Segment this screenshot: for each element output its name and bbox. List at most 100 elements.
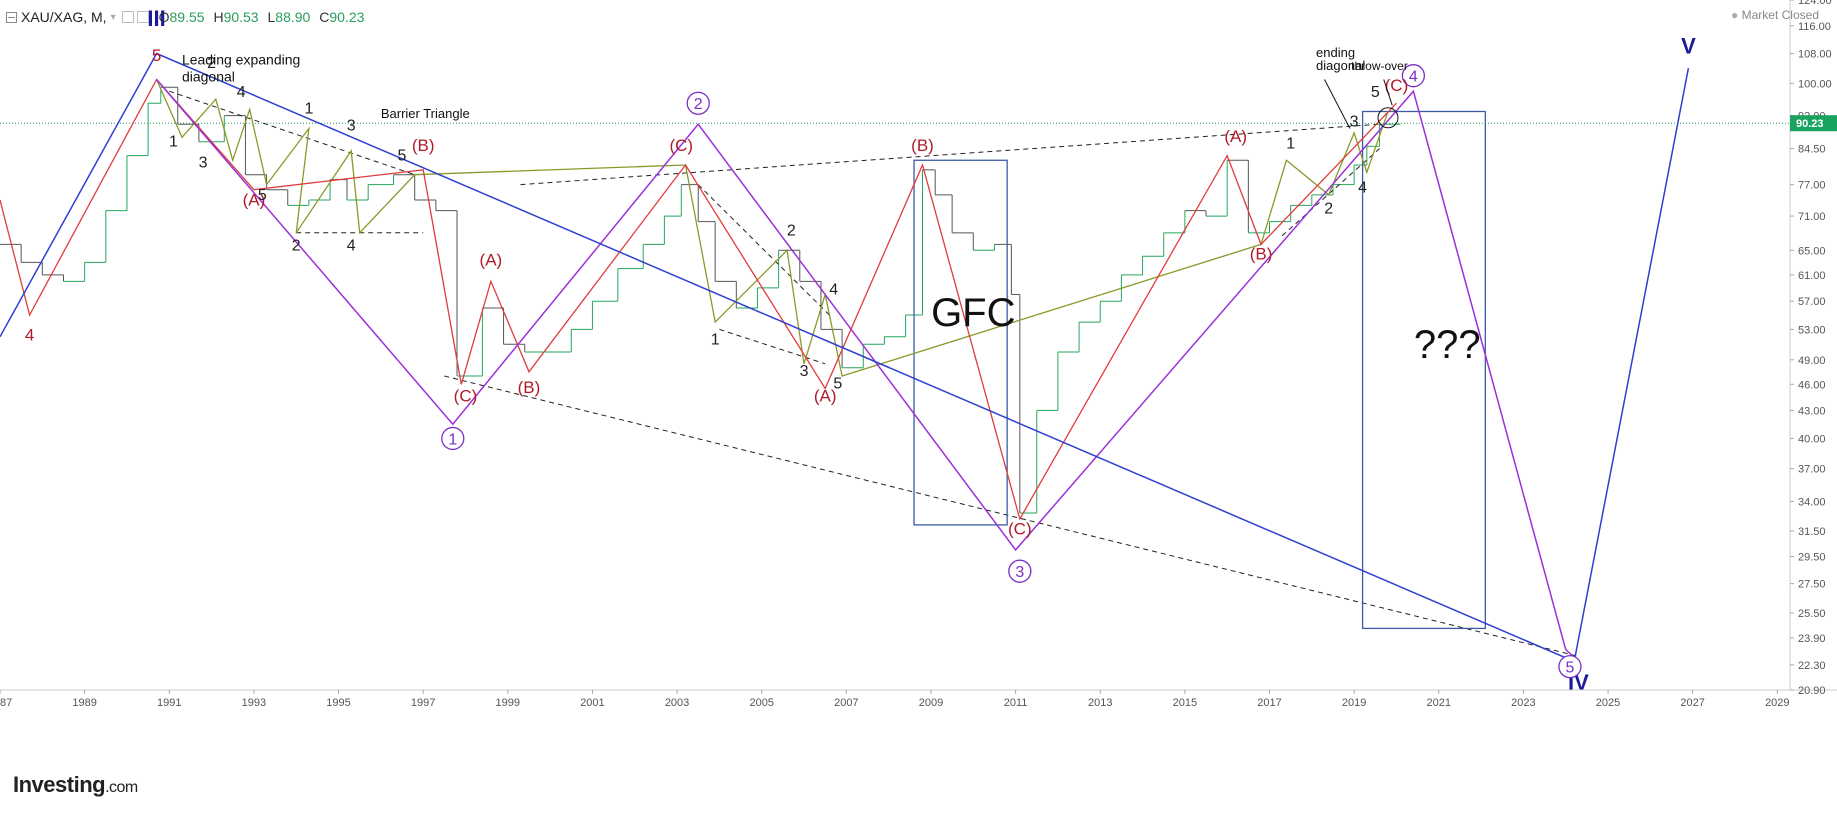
minor-wave-label: 4 [347, 237, 356, 254]
circled-wave-marker [441, 426, 465, 451]
visibility-icon[interactable] [136, 11, 149, 23]
close-label: C [319, 9, 330, 25]
circled-wave-marker [1008, 559, 1032, 583]
y-tick-label: 77.00 [1798, 180, 1826, 192]
minor-wave-label: 2 [1324, 200, 1333, 217]
circled-wave-marker [686, 91, 710, 115]
minor-wave-label: 3 [1350, 113, 1359, 130]
dashed-trendline [697, 184, 830, 316]
low-value: 88.90 [275, 9, 311, 25]
circled-wave-label: 2 [694, 96, 703, 113]
x-tick-label: 2003 [665, 697, 689, 709]
minor-wave-label: 4 [237, 84, 246, 101]
circled-wave-marker [1401, 64, 1426, 88]
y-tick-label: 65.00 [1798, 245, 1826, 257]
circled-wave-label: 4 [1409, 69, 1418, 86]
x-tick-label: 2005 [749, 697, 773, 709]
cycle-wave-line [0, 52, 1690, 663]
x-tick-label: 1989 [72, 697, 96, 709]
y-tick-label: 25.50 [1798, 608, 1826, 620]
y-tick-label: 57.00 [1798, 296, 1826, 308]
minor-wave-label: 3 [347, 118, 356, 135]
intermediate-wave-line [0, 78, 1397, 521]
y-tick-label: 84.50 [1798, 144, 1826, 156]
circled-wave-label: 3 [1015, 564, 1024, 581]
minor-wave-label: 5 [398, 147, 407, 164]
x-tick-label: 1991 [157, 697, 181, 709]
circled-wave-marker [1558, 654, 1582, 679]
intermediate-wave-label: (A) [814, 387, 837, 406]
x-tick-label: 2015 [1173, 697, 1197, 709]
x-tick-label: 2027 [1680, 697, 1704, 709]
minor-wave-label: 4 [1358, 179, 1367, 196]
low-label: L [267, 9, 276, 25]
intermediate-wave-label: (C) [1008, 520, 1032, 539]
x-tick-label: 2025 [1596, 697, 1620, 709]
market-status: ● Market Closed [1731, 8, 1819, 22]
y-tick-label: 20.90 [1798, 685, 1826, 697]
symbol-label[interactable]: XAU/XAG, M, [21, 9, 107, 25]
chevron-down-icon[interactable]: ▾ [110, 11, 116, 23]
minor-wave-label: 2 [207, 55, 216, 72]
dashed-trendline [719, 328, 826, 365]
x-tick-label: 2019 [1342, 697, 1366, 709]
last-price-label: 90.23 [1796, 118, 1824, 130]
x-tick-label: 2009 [919, 697, 943, 709]
y-tick-label: 49.00 [1798, 355, 1826, 367]
settings-icon[interactable] [121, 11, 134, 23]
ohlc-values: O89.55 H90.53 L88.90 C90.23 [159, 9, 370, 25]
intermediate-wave-label: (B) [911, 136, 934, 155]
x-tick-label: 1987 [0, 697, 12, 709]
high-value: 90.53 [223, 9, 259, 25]
y-tick-label: 108.00 [1798, 49, 1832, 61]
intermediate-wave-label: 5 [152, 46, 161, 65]
chart-annotation: diagonal [1316, 58, 1365, 73]
y-tick-label: 37.00 [1798, 464, 1826, 476]
cycle-wave-label: III [147, 6, 165, 31]
x-tick-label: 2021 [1427, 697, 1451, 709]
intermediate-wave-label: (A) [243, 190, 266, 209]
intermediate-wave-label: (B) [412, 136, 435, 155]
logo-main: Investing [13, 772, 106, 797]
y-tick-label: 40.00 [1798, 433, 1826, 445]
minor-wave-label: 5 [1371, 84, 1380, 101]
wave-labels: IIIVIV1234554(A)(B)(C)(A)(B)(C)(A)(B)(C)… [25, 6, 1696, 695]
x-tick-label: 2013 [1088, 697, 1112, 709]
x-tick-label: 2029 [1765, 697, 1789, 709]
minor-wave-label: 2 [292, 237, 301, 254]
x-tick-label: 2007 [834, 697, 858, 709]
x-tick-label: 1997 [411, 697, 435, 709]
price-series [0, 86, 1401, 514]
market-status-text: Market Closed [1741, 8, 1819, 22]
circled-wave-label: 5 [1565, 660, 1574, 677]
axes: 124.00116.00108.00100.0092.0084.5077.007… [0, 0, 1837, 709]
dashed-trendline [169, 90, 415, 176]
open-value: 89.55 [169, 9, 205, 25]
intermediate-wave-label: 4 [25, 326, 34, 345]
x-tick-label: 2011 [1004, 697, 1028, 709]
annotation-box [1361, 110, 1486, 630]
last-price-tag [1790, 115, 1837, 132]
annotation-arrow [1324, 79, 1351, 129]
annotation-arrow [1383, 79, 1393, 106]
dashed-trendline [444, 375, 1579, 657]
y-tick-label: 53.00 [1798, 324, 1826, 336]
intermediate-wave-label: (B) [518, 378, 541, 397]
chart-header: XAU/XAG, M, ▾ O89.55 H90.53 L88.90 C90.2… [0, 6, 369, 28]
minor-wave-label: 5 [258, 187, 267, 204]
x-tick-label: 1999 [496, 697, 520, 709]
cycle-wave-label: V [1681, 34, 1696, 59]
subwave-line [156, 79, 1389, 377]
minor-wave-label: 4 [829, 281, 838, 298]
collapse-icon[interactable] [6, 11, 17, 23]
y-tick-label: 27.50 [1798, 579, 1826, 591]
chart-annotation: ending [1316, 45, 1355, 60]
y-tick-label: 23.90 [1798, 633, 1826, 645]
y-tick-label: 116.00 [1798, 21, 1831, 33]
x-tick-label: 2017 [1257, 697, 1281, 709]
x-tick-label: 2001 [580, 697, 604, 709]
investing-logo: Investing.com [13, 772, 138, 798]
chart-annotation: Leading expanding [182, 51, 300, 67]
